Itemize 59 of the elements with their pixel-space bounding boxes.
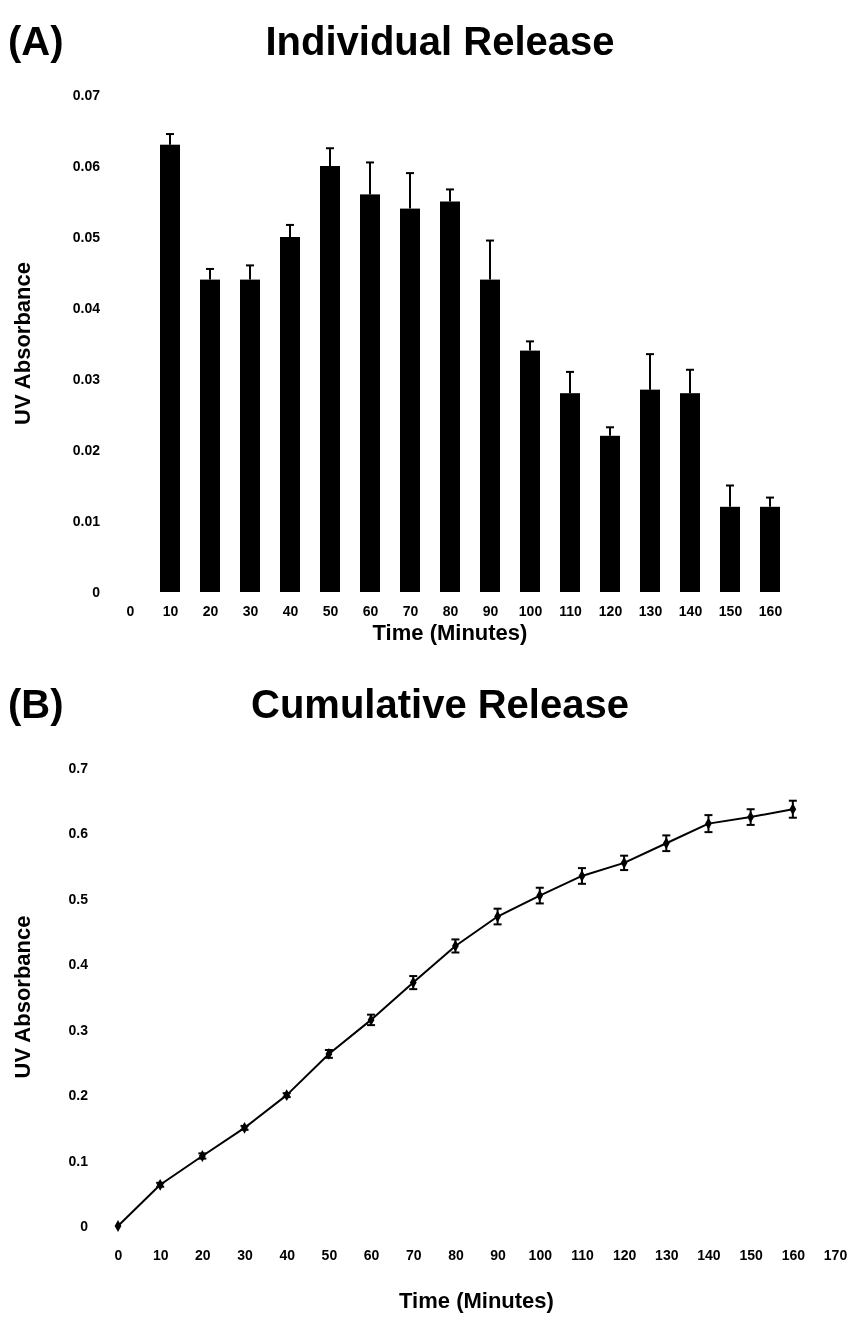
x-tick-label: 90: [490, 1246, 507, 1263]
y-tick-label: 0.04: [72, 299, 101, 316]
x-tick-label: 110: [559, 602, 582, 619]
x-tick-label: 170: [823, 1246, 848, 1263]
text: (A): [8, 19, 64, 63]
y-tick-label: 0.1: [68, 1152, 89, 1169]
x-tick-label: 20: [202, 602, 219, 619]
x-tick-label: 130: [655, 1246, 679, 1263]
x-tick-label: 140: [678, 602, 703, 619]
x-tick-label: 150: [718, 602, 743, 619]
x-tick-label: 80: [442, 602, 459, 619]
x-tick-label: 20: [195, 1246, 211, 1263]
y-tick-label: 0.6: [68, 825, 89, 842]
y-tick-label: 0.3: [68, 1021, 89, 1038]
x-tick-label: 160: [758, 602, 783, 619]
x-tick-label: 60: [363, 1246, 380, 1263]
x-tick-label: 30: [237, 1246, 254, 1263]
x-tick-label: 70: [402, 602, 419, 619]
x-tick-label: 140: [697, 1246, 721, 1263]
chart-title: Cumulative Release: [251, 682, 629, 726]
x-tick-label: 100: [528, 1246, 553, 1263]
x-tick-label: 120: [598, 602, 623, 619]
x-tick-label: 40: [279, 1246, 296, 1263]
x-tick-label: 110: [571, 1246, 594, 1263]
text: (B): [8, 682, 64, 726]
x-axis-title: Time (Minutes): [372, 620, 528, 645]
x-tick-label: 40: [282, 602, 299, 619]
y-tick-label: 0.02: [72, 441, 101, 458]
chart-title: Individual Release: [265, 19, 615, 63]
y-tick-label: 0.4: [68, 956, 89, 973]
x-axis-title: Time (Minutes): [399, 1288, 554, 1313]
x-tick-label: 80: [448, 1246, 464, 1263]
y-tick-label: 0.05: [72, 228, 101, 245]
x-tick-label: 30: [242, 602, 259, 619]
y-tick-label: 0: [92, 583, 101, 600]
x-tick-label: 60: [362, 602, 379, 619]
x-tick-label: 90: [482, 602, 499, 619]
x-tick-label: 50: [322, 602, 339, 619]
x-tick-label: 70: [405, 1246, 422, 1263]
x-tick-label: 100: [518, 602, 543, 619]
x-tick-label: 130: [638, 602, 663, 619]
x-tick-label: 0: [114, 1246, 123, 1263]
x-tick-label: 10: [152, 1246, 169, 1263]
x-tick-label: 120: [612, 1246, 637, 1263]
x-tick-label: 50: [321, 1246, 338, 1263]
y-tick-label: 0.03: [72, 370, 101, 387]
y-tick-label: 0.06: [72, 157, 101, 174]
x-tick-label: 160: [781, 1246, 806, 1263]
y-axis-title: UV Absorbance: [10, 915, 35, 1079]
x-tick-label: 150: [739, 1246, 764, 1263]
y-tick-label: 0.2: [68, 1087, 89, 1104]
y-tick-label: 0: [80, 1217, 89, 1234]
y-axis-title: UV Absorbance: [10, 261, 35, 426]
y-tick-label: 0.5: [68, 890, 89, 907]
x-tick-label: 10: [162, 602, 179, 619]
y-tick-label: 0.7: [68, 759, 89, 776]
y-tick-label: 0.01: [72, 512, 101, 529]
x-tick-label: 0: [126, 602, 135, 619]
y-tick-label: 0.07: [72, 86, 101, 103]
